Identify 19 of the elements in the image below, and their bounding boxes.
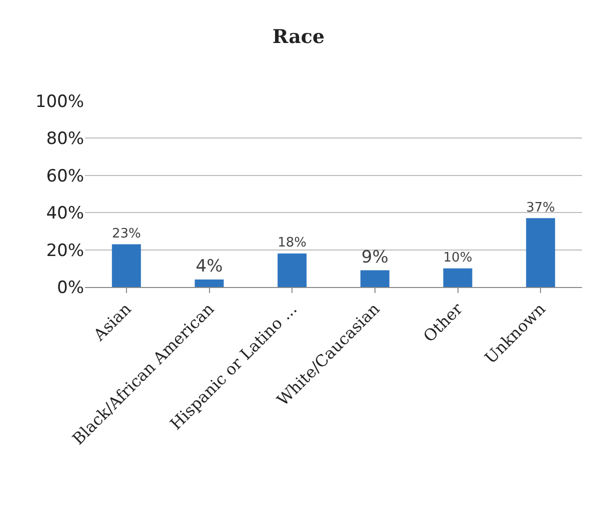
- y-tick-label: 60%: [46, 166, 84, 186]
- bar: [112, 244, 141, 287]
- data-label: 10%: [443, 250, 472, 266]
- bar: [526, 218, 556, 287]
- y-tick-label: 80%: [46, 129, 84, 150]
- bar: [194, 280, 224, 287]
- y-tick-label: 40%: [46, 204, 84, 224]
- data-label: 37%: [526, 200, 556, 216]
- chart-title: Race: [272, 26, 325, 48]
- data-label: 9%: [361, 247, 388, 268]
- data-label: 23%: [112, 226, 141, 242]
- data-label: 18%: [278, 236, 307, 251]
- bar: [360, 270, 390, 287]
- bar: [278, 254, 307, 287]
- data-label: 4%: [196, 256, 223, 277]
- y-tick-label: 20%: [46, 240, 84, 261]
- bar: [443, 268, 472, 287]
- y-tick-label: 0%: [57, 278, 84, 298]
- y-tick-label: 100%: [35, 92, 84, 112]
